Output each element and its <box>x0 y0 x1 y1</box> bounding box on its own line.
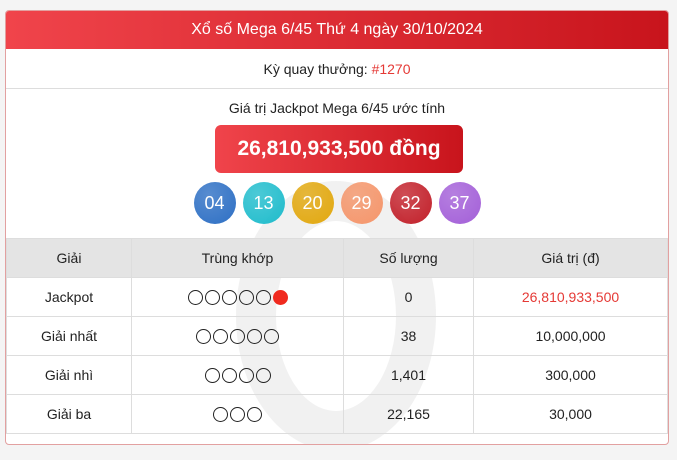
number-ball: 13 <box>242 182 285 224</box>
col-value: Giá trị (đ) <box>473 238 668 278</box>
prize-value: 30,000 <box>473 394 668 434</box>
match-pattern <box>131 355 344 395</box>
table-row: Giải nhất 38 10,000,000 <box>6 316 668 356</box>
winning-numbers: 04 13 20 29 32 37 <box>6 182 668 224</box>
prize-name: Jackpot <box>6 277 132 317</box>
number-ball: 32 <box>389 182 432 224</box>
match-circle-icon <box>221 368 237 384</box>
match-circle-icon <box>255 290 271 306</box>
match-pattern <box>131 277 344 317</box>
number-ball: 20 <box>291 182 334 224</box>
draw-label: Kỳ quay thưởng: <box>263 61 372 77</box>
winner-count: 38 <box>343 316 474 356</box>
jackpot-value: 26,810,933,500 đồng <box>215 125 463 173</box>
prize-value: 10,000,000 <box>473 316 668 356</box>
prize-name: Giải ba <box>6 394 132 434</box>
match-circle-icon <box>247 329 262 345</box>
match-circle-icon <box>238 290 254 306</box>
match-circle-icon <box>247 407 262 423</box>
number-ball: 29 <box>340 182 383 224</box>
match-pattern <box>131 394 344 434</box>
prize-table: Giải Trùng khớp Số lượng Giá trị (đ) Jac… <box>6 238 668 434</box>
match-circle-icon <box>213 407 228 423</box>
prize-name: Giải nhì <box>6 355 132 395</box>
match-circle-icon <box>255 368 271 384</box>
winner-count: 22,165 <box>343 394 474 434</box>
match-circle-icon <box>204 368 220 384</box>
match-circle-icon <box>204 290 220 306</box>
page-title: Xổ số Mega 6/45 Thứ 4 ngày 30/10/2024 <box>6 11 668 49</box>
draw-info: Kỳ quay thưởng: #1270 <box>6 49 668 89</box>
match-circle-icon <box>213 329 228 345</box>
prize-value: 26,810,933,500 <box>473 277 668 317</box>
results-card: Xổ số Mega 6/45 Thứ 4 ngày 30/10/2024 Kỳ… <box>5 10 669 445</box>
match-circle-icon <box>238 368 254 384</box>
table-header-row: Giải Trùng khớp Số lượng Giá trị (đ) <box>6 238 668 278</box>
winner-count: 0 <box>343 277 474 317</box>
table-row: Giải ba 22,165 30,000 <box>6 394 668 434</box>
match-pattern <box>131 316 344 356</box>
match-circle-icon <box>230 407 245 423</box>
number-ball: 37 <box>438 182 481 224</box>
table-row: Giải nhì 1,401 300,000 <box>6 355 668 395</box>
winner-count: 1,401 <box>343 355 474 395</box>
match-circle-icon <box>230 329 245 345</box>
match-circle-icon <box>187 290 203 306</box>
match-circle-icon <box>264 329 279 345</box>
table-row: Jackpot 0 26,810,933,500 <box>6 277 668 317</box>
jackpot-label: Giá trị Jackpot Mega 6/45 ước tính <box>228 100 446 116</box>
col-count: Số lượng <box>343 238 474 278</box>
draw-number: #1270 <box>371 61 411 77</box>
prize-name: Giải nhất <box>6 316 132 356</box>
col-prize: Giải <box>6 238 132 278</box>
number-ball: 04 <box>193 182 236 224</box>
col-match: Trùng khớp <box>131 238 344 278</box>
match-circle-icon <box>221 290 237 306</box>
bonus-circle-icon <box>272 290 288 306</box>
prize-value: 300,000 <box>473 355 668 395</box>
match-circle-icon <box>196 329 211 345</box>
